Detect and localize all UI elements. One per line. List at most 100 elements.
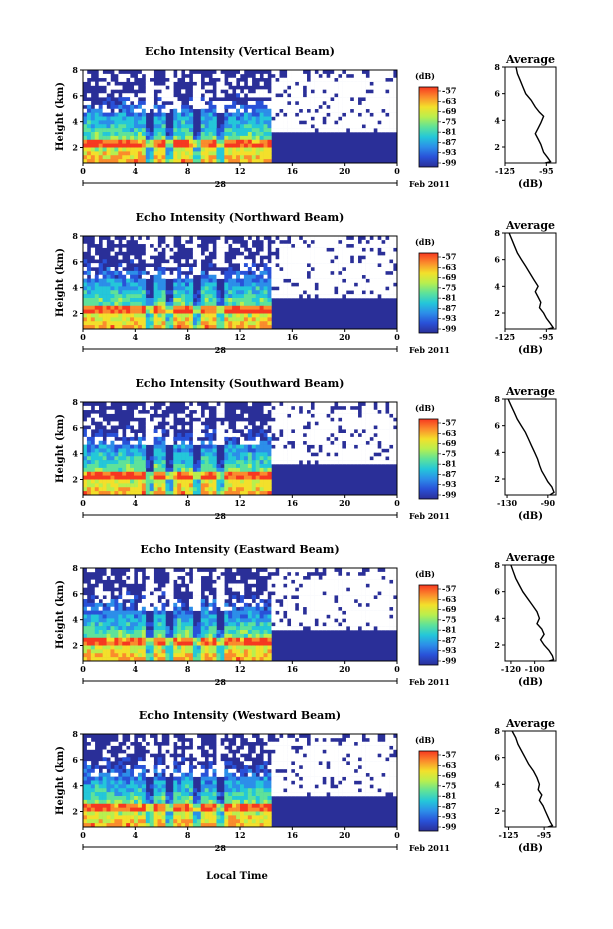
- heatmap-cell: [385, 429, 390, 434]
- heatmap-cell: [157, 483, 162, 488]
- heatmap-cell: [208, 305, 213, 310]
- heatmap-cell: [243, 317, 249, 322]
- heatmap-cell: [369, 405, 374, 411]
- heatmap-cell: [361, 243, 366, 248]
- heatmap-cell: [271, 429, 276, 434]
- heatmap-cell: [342, 251, 347, 256]
- heatmap-cell: [110, 436, 115, 442]
- heatmap-cell: [169, 630, 174, 635]
- heatmap-cell: [243, 641, 249, 646]
- heatmap-cell: [255, 626, 260, 631]
- heatmap-cell: [330, 101, 335, 106]
- heatmap-cell: [275, 579, 280, 584]
- heatmap-cell: [259, 602, 264, 608]
- heatmap-cell: [130, 436, 135, 442]
- heatmap-cell: [153, 417, 158, 422]
- heatmap-cell: [200, 633, 205, 639]
- heatmap-cell: [161, 475, 166, 480]
- heatmap-cell: [173, 132, 178, 137]
- heatmap-cell: [385, 436, 390, 442]
- colorbar-tick-label: -69: [442, 106, 457, 116]
- heatmap-cell: [145, 475, 151, 480]
- heatmap-cell: [283, 270, 288, 276]
- heatmap-cell: [192, 626, 198, 631]
- heatmap-cell: [224, 448, 229, 453]
- heatmap-cell: [181, 236, 186, 241]
- heatmap-cell: [326, 290, 331, 295]
- heatmap-cell: [228, 460, 233, 465]
- heatmap-cell: [110, 464, 115, 469]
- heatmap-cell: [361, 112, 366, 117]
- heatmap-cell: [185, 479, 190, 484]
- heatmap-cell: [208, 460, 213, 465]
- heatmap-cell: [232, 657, 237, 662]
- heatmap-cell: [232, 278, 237, 283]
- heatmap-cell: [353, 255, 359, 260]
- heatmap-cell: [130, 464, 135, 469]
- heatmap-cell: [291, 294, 296, 299]
- heatmap-cell: [153, 610, 158, 615]
- heatmap-cell: [385, 97, 390, 102]
- heatmap-cell: [247, 475, 253, 480]
- heatmap-cell: [291, 81, 296, 86]
- heatmap-cell: [228, 440, 233, 445]
- heatmap-cell: [291, 104, 296, 110]
- heatmap-cell: [377, 255, 382, 260]
- heatmap-cell: [240, 587, 245, 592]
- heatmap-cell: [196, 151, 202, 156]
- heatmap-cell: [110, 286, 115, 291]
- heatmap-cell: [173, 274, 178, 279]
- heatmap-cell: [271, 89, 276, 94]
- heatmap-cell: [349, 251, 355, 256]
- heatmap-cell: [247, 259, 253, 264]
- heatmap-cell: [94, 444, 99, 449]
- heatmap-cell: [294, 93, 300, 98]
- heatmap-cell: [141, 483, 147, 488]
- heatmap-cell: [114, 128, 119, 133]
- heatmap-cell: [185, 301, 190, 307]
- heatmap-cell: [216, 568, 221, 573]
- heatmap-cell: [196, 421, 202, 426]
- heatmap-cell: [86, 606, 92, 611]
- heatmap-cell: [145, 417, 151, 422]
- heatmap-cell: [130, 452, 135, 457]
- heatmap-cell: [353, 89, 359, 94]
- heatmap-cell: [385, 444, 390, 449]
- heatmap-cell: [220, 413, 225, 418]
- heatmap-cell: [173, 270, 178, 276]
- heatmap-cell: [145, 147, 151, 152]
- heatmap-cell: [110, 278, 115, 283]
- heatmap-cell: [90, 116, 96, 121]
- heatmap-cell: [302, 77, 308, 82]
- heatmap-cell: [192, 159, 198, 164]
- profile-x-tick-label: -95: [539, 332, 553, 342]
- heatmap-cell: [216, 132, 221, 137]
- heatmap-cell: [251, 108, 256, 113]
- heatmap-cell: [192, 309, 198, 314]
- heatmap-cell: [357, 263, 362, 268]
- heatmap-cell: [134, 313, 139, 318]
- heatmap-cell: [228, 321, 233, 326]
- heatmap-cell: [161, 128, 166, 133]
- heatmap-cell: [287, 108, 292, 113]
- heatmap-cell: [310, 591, 315, 596]
- heatmap-cell: [232, 104, 237, 110]
- heatmap-cell: [157, 657, 162, 662]
- heatmap-cell: [122, 587, 127, 592]
- heatmap-cell: [381, 263, 386, 268]
- heatmap-cell: [243, 630, 249, 635]
- heatmap-cell: [134, 649, 139, 654]
- heatmap-cell: [204, 294, 209, 299]
- heatmap-cell: [134, 622, 139, 627]
- heatmap-cell: [106, 313, 111, 318]
- heatmap-cell: [322, 104, 327, 110]
- heatmap-cell: [240, 630, 245, 635]
- heatmap-cell: [106, 139, 111, 144]
- heatmap-cell: [173, 487, 178, 492]
- heatmap-cell: [298, 70, 304, 75]
- heatmap-cell: [177, 321, 182, 326]
- heatmap-cell: [173, 290, 178, 295]
- heatmap-cell: [192, 575, 198, 580]
- heatmap-cell: [357, 421, 362, 426]
- heatmap-cell: [161, 483, 166, 488]
